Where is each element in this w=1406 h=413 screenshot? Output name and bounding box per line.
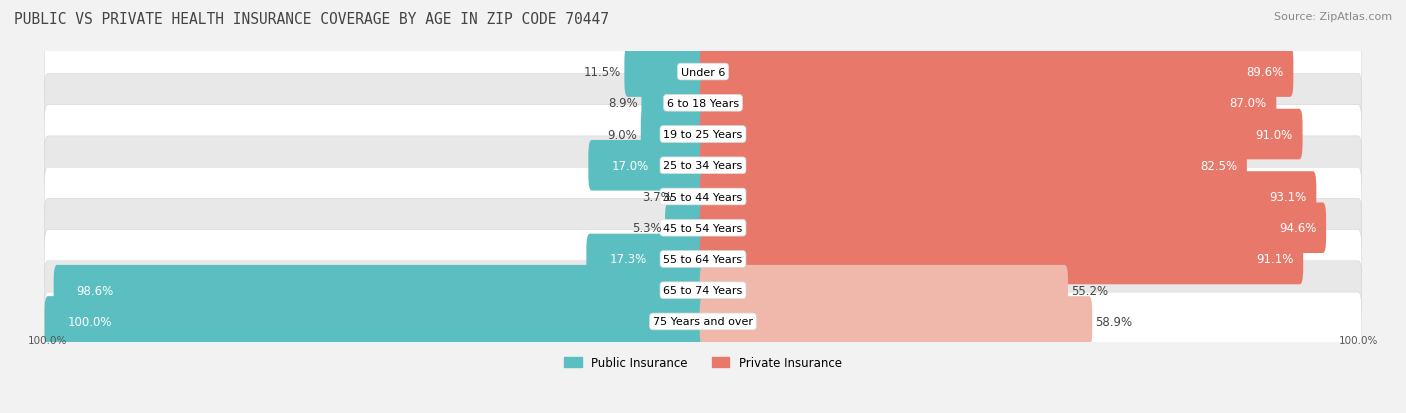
Text: PUBLIC VS PRIVATE HEALTH INSURANCE COVERAGE BY AGE IN ZIP CODE 70447: PUBLIC VS PRIVATE HEALTH INSURANCE COVER…: [14, 12, 609, 27]
Text: 75 Years and over: 75 Years and over: [652, 317, 754, 327]
FancyBboxPatch shape: [45, 168, 1361, 226]
Text: 35 to 44 Years: 35 to 44 Years: [664, 192, 742, 202]
Text: 65 to 74 Years: 65 to 74 Years: [664, 285, 742, 296]
Text: 58.9%: 58.9%: [1095, 315, 1133, 328]
Text: 55 to 64 Years: 55 to 64 Years: [664, 254, 742, 264]
FancyBboxPatch shape: [586, 234, 706, 285]
Text: Under 6: Under 6: [681, 67, 725, 77]
FancyBboxPatch shape: [45, 137, 1361, 195]
Text: 94.6%: 94.6%: [1279, 222, 1316, 235]
FancyBboxPatch shape: [45, 105, 1361, 164]
Text: 5.3%: 5.3%: [633, 222, 662, 235]
Text: 93.1%: 93.1%: [1270, 190, 1306, 204]
Text: 100.0%: 100.0%: [28, 335, 67, 345]
FancyBboxPatch shape: [700, 47, 1294, 97]
FancyBboxPatch shape: [588, 141, 706, 191]
Text: 82.5%: 82.5%: [1199, 159, 1237, 172]
Text: 3.7%: 3.7%: [643, 190, 672, 204]
FancyBboxPatch shape: [45, 74, 1361, 133]
FancyBboxPatch shape: [45, 297, 706, 347]
Text: 55.2%: 55.2%: [1071, 284, 1108, 297]
Text: 100.0%: 100.0%: [67, 315, 112, 328]
Text: 91.1%: 91.1%: [1256, 253, 1294, 266]
Text: 17.0%: 17.0%: [612, 159, 648, 172]
Text: 11.5%: 11.5%: [583, 66, 621, 79]
Text: 100.0%: 100.0%: [1339, 335, 1378, 345]
Legend: Public Insurance, Private Insurance: Public Insurance, Private Insurance: [560, 351, 846, 374]
Text: 89.6%: 89.6%: [1246, 66, 1284, 79]
Text: 8.9%: 8.9%: [609, 97, 638, 110]
FancyBboxPatch shape: [641, 78, 706, 129]
Text: 6 to 18 Years: 6 to 18 Years: [666, 99, 740, 109]
Text: Source: ZipAtlas.com: Source: ZipAtlas.com: [1274, 12, 1392, 22]
FancyBboxPatch shape: [675, 172, 706, 222]
FancyBboxPatch shape: [700, 203, 1326, 254]
FancyBboxPatch shape: [45, 230, 1361, 289]
FancyBboxPatch shape: [700, 141, 1247, 191]
FancyBboxPatch shape: [45, 199, 1361, 257]
Text: 25 to 34 Years: 25 to 34 Years: [664, 161, 742, 171]
Text: 45 to 54 Years: 45 to 54 Years: [664, 223, 742, 233]
FancyBboxPatch shape: [45, 43, 1361, 102]
FancyBboxPatch shape: [641, 109, 706, 160]
FancyBboxPatch shape: [700, 109, 1302, 160]
FancyBboxPatch shape: [45, 261, 1361, 320]
FancyBboxPatch shape: [665, 203, 706, 254]
FancyBboxPatch shape: [624, 47, 706, 97]
FancyBboxPatch shape: [700, 265, 1069, 316]
Text: 19 to 25 Years: 19 to 25 Years: [664, 130, 742, 140]
Text: 87.0%: 87.0%: [1229, 97, 1267, 110]
FancyBboxPatch shape: [700, 172, 1316, 222]
FancyBboxPatch shape: [700, 78, 1277, 129]
FancyBboxPatch shape: [45, 292, 1361, 351]
FancyBboxPatch shape: [700, 234, 1303, 285]
Text: 17.3%: 17.3%: [609, 253, 647, 266]
Text: 91.0%: 91.0%: [1256, 128, 1292, 141]
Text: 9.0%: 9.0%: [607, 128, 637, 141]
FancyBboxPatch shape: [53, 265, 706, 316]
Text: 98.6%: 98.6%: [76, 284, 114, 297]
FancyBboxPatch shape: [700, 297, 1092, 347]
